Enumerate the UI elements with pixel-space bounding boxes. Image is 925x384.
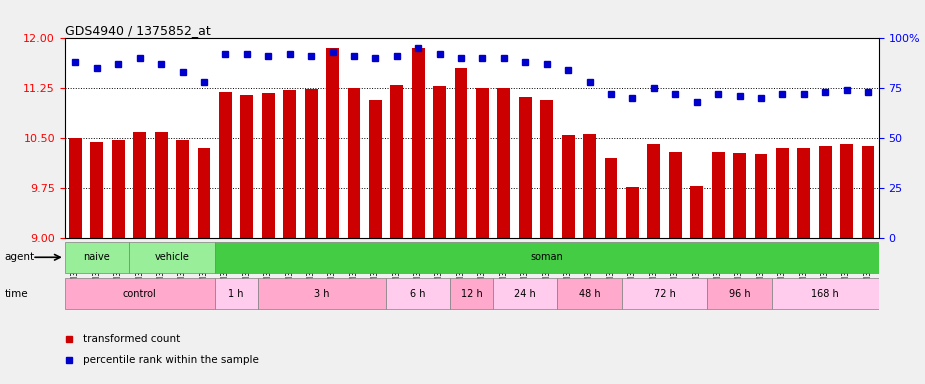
Bar xyxy=(390,85,403,238)
FancyBboxPatch shape xyxy=(708,278,771,310)
Text: agent: agent xyxy=(5,252,35,262)
Text: 24 h: 24 h xyxy=(514,289,536,299)
Bar xyxy=(776,148,789,238)
Bar xyxy=(861,146,874,238)
FancyBboxPatch shape xyxy=(558,278,622,310)
Text: naive: naive xyxy=(83,252,110,262)
Bar xyxy=(583,134,596,238)
Bar xyxy=(304,89,317,238)
Bar xyxy=(219,92,232,238)
Bar xyxy=(69,138,82,238)
Bar xyxy=(433,86,446,238)
Text: 6 h: 6 h xyxy=(411,289,426,299)
Bar xyxy=(519,97,532,238)
Bar xyxy=(711,152,724,238)
Bar xyxy=(412,48,425,238)
Bar xyxy=(755,154,768,238)
Text: transformed count: transformed count xyxy=(83,334,180,344)
FancyBboxPatch shape xyxy=(65,278,215,310)
Text: 3 h: 3 h xyxy=(314,289,329,299)
Text: control: control xyxy=(123,289,156,299)
Bar xyxy=(819,146,832,238)
Bar xyxy=(262,93,275,238)
Bar xyxy=(348,88,361,238)
Bar xyxy=(797,148,810,238)
Bar xyxy=(605,158,617,238)
Bar xyxy=(626,187,639,238)
FancyBboxPatch shape xyxy=(493,278,558,310)
FancyBboxPatch shape xyxy=(450,278,493,310)
FancyBboxPatch shape xyxy=(257,278,386,310)
Text: 48 h: 48 h xyxy=(579,289,600,299)
Bar xyxy=(154,132,167,238)
Bar xyxy=(454,68,467,238)
Bar xyxy=(476,88,489,238)
Bar xyxy=(112,139,125,238)
Bar xyxy=(840,144,853,238)
Bar xyxy=(648,144,660,238)
Bar xyxy=(734,153,746,238)
FancyBboxPatch shape xyxy=(386,278,450,310)
Bar xyxy=(498,88,511,238)
Text: vehicle: vehicle xyxy=(154,252,190,262)
Text: 12 h: 12 h xyxy=(461,289,483,299)
Text: percentile rank within the sample: percentile rank within the sample xyxy=(83,355,259,365)
Bar xyxy=(369,99,382,238)
Bar xyxy=(176,140,189,238)
Text: GDS4940 / 1375852_at: GDS4940 / 1375852_at xyxy=(65,24,211,37)
Bar xyxy=(561,135,574,238)
FancyBboxPatch shape xyxy=(65,242,129,273)
Bar xyxy=(669,152,682,238)
Bar xyxy=(133,132,146,238)
Bar xyxy=(690,186,703,238)
Bar xyxy=(540,99,553,238)
Bar xyxy=(91,142,104,238)
Text: 1 h: 1 h xyxy=(228,289,244,299)
FancyBboxPatch shape xyxy=(622,278,708,310)
Text: 72 h: 72 h xyxy=(654,289,675,299)
Text: soman: soman xyxy=(530,252,563,262)
FancyBboxPatch shape xyxy=(215,242,879,273)
Text: time: time xyxy=(5,289,29,299)
Bar xyxy=(283,90,296,238)
Bar xyxy=(198,148,210,238)
Text: 168 h: 168 h xyxy=(811,289,839,299)
FancyBboxPatch shape xyxy=(215,278,257,310)
FancyBboxPatch shape xyxy=(129,242,215,273)
Bar xyxy=(240,95,253,238)
FancyBboxPatch shape xyxy=(771,278,879,310)
Bar xyxy=(327,48,339,238)
Text: 96 h: 96 h xyxy=(729,289,750,299)
